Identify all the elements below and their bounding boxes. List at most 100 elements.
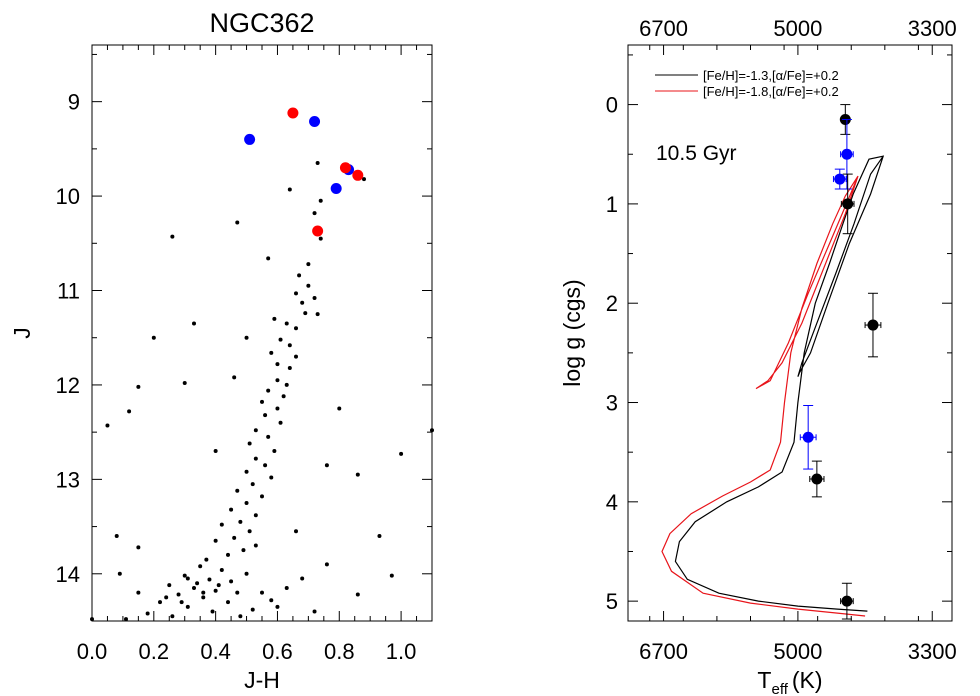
cmd-star	[306, 262, 311, 267]
right-y-tick-label: 0	[606, 93, 618, 118]
right-x-axis-label: Teff (K)	[757, 667, 822, 696]
cmd-star	[164, 595, 169, 600]
right-isochrones	[661, 155, 885, 617]
cmd-star	[275, 378, 280, 383]
cmd-star	[260, 494, 264, 499]
cmd-star	[192, 321, 196, 326]
left-x-tick-label: 0.4	[200, 639, 231, 664]
spectroscopic-star	[841, 595, 853, 607]
cmd-star	[195, 581, 200, 586]
cmd-star	[303, 311, 308, 316]
cmd-star	[244, 469, 249, 474]
cmd-star	[170, 614, 175, 619]
cmd-star	[269, 598, 274, 603]
cmd-star	[124, 617, 128, 622]
cmd-star	[315, 161, 320, 166]
cmd-star	[232, 375, 237, 380]
cmd-star	[269, 475, 274, 480]
spectroscopic-star	[867, 319, 879, 331]
cmd-star	[253, 456, 258, 461]
cmd-star	[318, 236, 323, 241]
cmd-star	[253, 428, 258, 433]
cmd-star	[213, 538, 218, 543]
cmd-star	[201, 595, 206, 600]
cmd-star	[300, 576, 305, 581]
left-x-tick-label: 0.6	[262, 639, 293, 664]
cmd-star	[167, 583, 172, 588]
isochrone-line-1	[674, 155, 885, 612]
cmd-star	[297, 273, 302, 278]
cmd-star	[263, 463, 268, 468]
cmd-star	[247, 529, 252, 534]
left-y-tick-label: 10	[56, 184, 80, 209]
cmd-star	[266, 256, 271, 261]
cmd-star	[275, 604, 280, 609]
right-top-x-tick-label: 5000	[773, 16, 822, 41]
cmd-star	[294, 291, 298, 296]
left-y-tick-label: 9	[68, 90, 80, 115]
cmd-highlight-star	[287, 107, 299, 119]
right-axis-tick-labels: 6700 5000 3300 6700 5000 3300 0 1 2 3 4 5	[606, 16, 957, 664]
cmd-highlight-star	[309, 115, 321, 127]
cmd-star	[185, 604, 190, 609]
spectroscopic-star	[802, 431, 814, 443]
cmd-star	[312, 211, 317, 216]
cmd-highlight-star	[330, 183, 342, 195]
cmd-star	[105, 423, 110, 428]
right-x-axis-label-sub: eff	[771, 681, 788, 696]
right-data-points	[799, 104, 882, 620]
right-top-x-tick-label: 6700	[639, 16, 688, 41]
cmd-star	[284, 321, 289, 326]
cmd-star	[272, 316, 277, 321]
cmd-star	[192, 585, 196, 590]
cmd-star	[250, 607, 255, 612]
spectroscopic-star	[842, 198, 854, 210]
cmd-star	[278, 337, 283, 342]
cmd-star	[235, 488, 240, 493]
cmd-star	[170, 234, 175, 239]
age-annotation: 10.5 Gyr	[656, 142, 737, 165]
left-x-axis-label: J-H	[244, 667, 280, 693]
cmd-star	[226, 600, 230, 605]
cmd-star	[337, 406, 342, 411]
right-y-axis-label: log g (cgs)	[559, 279, 585, 386]
cmd-highlight-star	[312, 225, 324, 237]
cmd-star	[324, 463, 329, 468]
hr-panel: 6700 5000 3300 6700 5000 3300 0 1 2 3 4 5 [Fe/H]=-1…	[559, 16, 957, 696]
cmd-star	[362, 177, 366, 182]
cmd-star	[260, 590, 264, 595]
cmd-star	[158, 600, 162, 605]
cmd-star	[272, 449, 277, 454]
cmd-star	[266, 388, 271, 393]
right-axis-ticks	[628, 45, 953, 621]
cmd-star	[287, 365, 292, 370]
right-x-tick-label: 5000	[773, 639, 822, 664]
cmd-star	[306, 283, 311, 288]
cmd-star	[312, 609, 317, 614]
left-x-tick-label: 0.2	[139, 639, 170, 664]
cmd-star	[244, 335, 249, 340]
cmd-star	[430, 428, 434, 433]
cmd-star	[176, 592, 181, 597]
left-x-tick-label: 0.8	[324, 639, 355, 664]
cmd-star	[114, 534, 119, 539]
cmd-star	[241, 548, 246, 553]
cmd-star	[281, 394, 286, 399]
left-y-tick-label: 12	[56, 373, 80, 398]
cmd-star	[294, 529, 298, 534]
cmd-star	[300, 300, 305, 305]
right-x-axis-label-main: T	[757, 667, 771, 693]
cmd-star	[232, 535, 237, 540]
cmd-star	[315, 312, 320, 317]
cmd-star	[127, 409, 132, 414]
left-chart-title: NGC362	[209, 8, 314, 38]
cmd-star	[185, 576, 190, 581]
cmd-star	[229, 579, 234, 584]
cmd-star	[324, 562, 329, 567]
spectroscopic-star	[841, 148, 853, 160]
right-plot-frame	[627, 44, 953, 622]
cmd-star	[219, 568, 224, 573]
left-data-points	[90, 107, 434, 622]
cmd-star	[90, 617, 94, 622]
